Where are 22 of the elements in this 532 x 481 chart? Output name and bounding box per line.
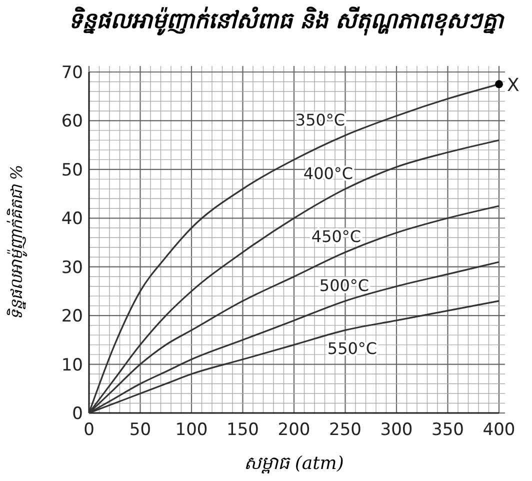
- x-tick-label: 350: [432, 420, 464, 440]
- y-tick-label: 60: [61, 112, 83, 132]
- x-tick-label: 300: [380, 420, 413, 440]
- y-tick-label: 10: [61, 355, 83, 376]
- x-tick-label: 250: [329, 420, 362, 440]
- x-tick-label: 50: [129, 420, 152, 440]
- y-tick-label: 20: [61, 306, 83, 327]
- y-tick-label: 70: [61, 63, 83, 83]
- y-tick-label: 40: [61, 209, 83, 230]
- y-tick-label: 30: [61, 258, 83, 278]
- x-axis-title: សម្ពាធ (atm): [244, 453, 344, 474]
- y-axis-title: ទិន្នផលអាម៉ូញាក់គិតជា %: [6, 164, 28, 320]
- y-tick-label: 0: [72, 404, 83, 424]
- series-label: 450°C: [311, 227, 362, 246]
- x-tick-label: 400: [482, 420, 516, 440]
- series-label: 500°C: [319, 276, 370, 295]
- annotation: X: [507, 75, 520, 96]
- x-tick-label: 200: [278, 420, 310, 440]
- chart-title: ទិន្នផលអាម៉ូញាក់នៅសំពាធ និង សីតុណ្ហភាពខុសៗគ្នា: [68, 6, 505, 36]
- x-tick-label: 150: [226, 420, 259, 440]
- y-tick-label: 50: [61, 160, 83, 180]
- x-tick-label: 100: [175, 420, 208, 440]
